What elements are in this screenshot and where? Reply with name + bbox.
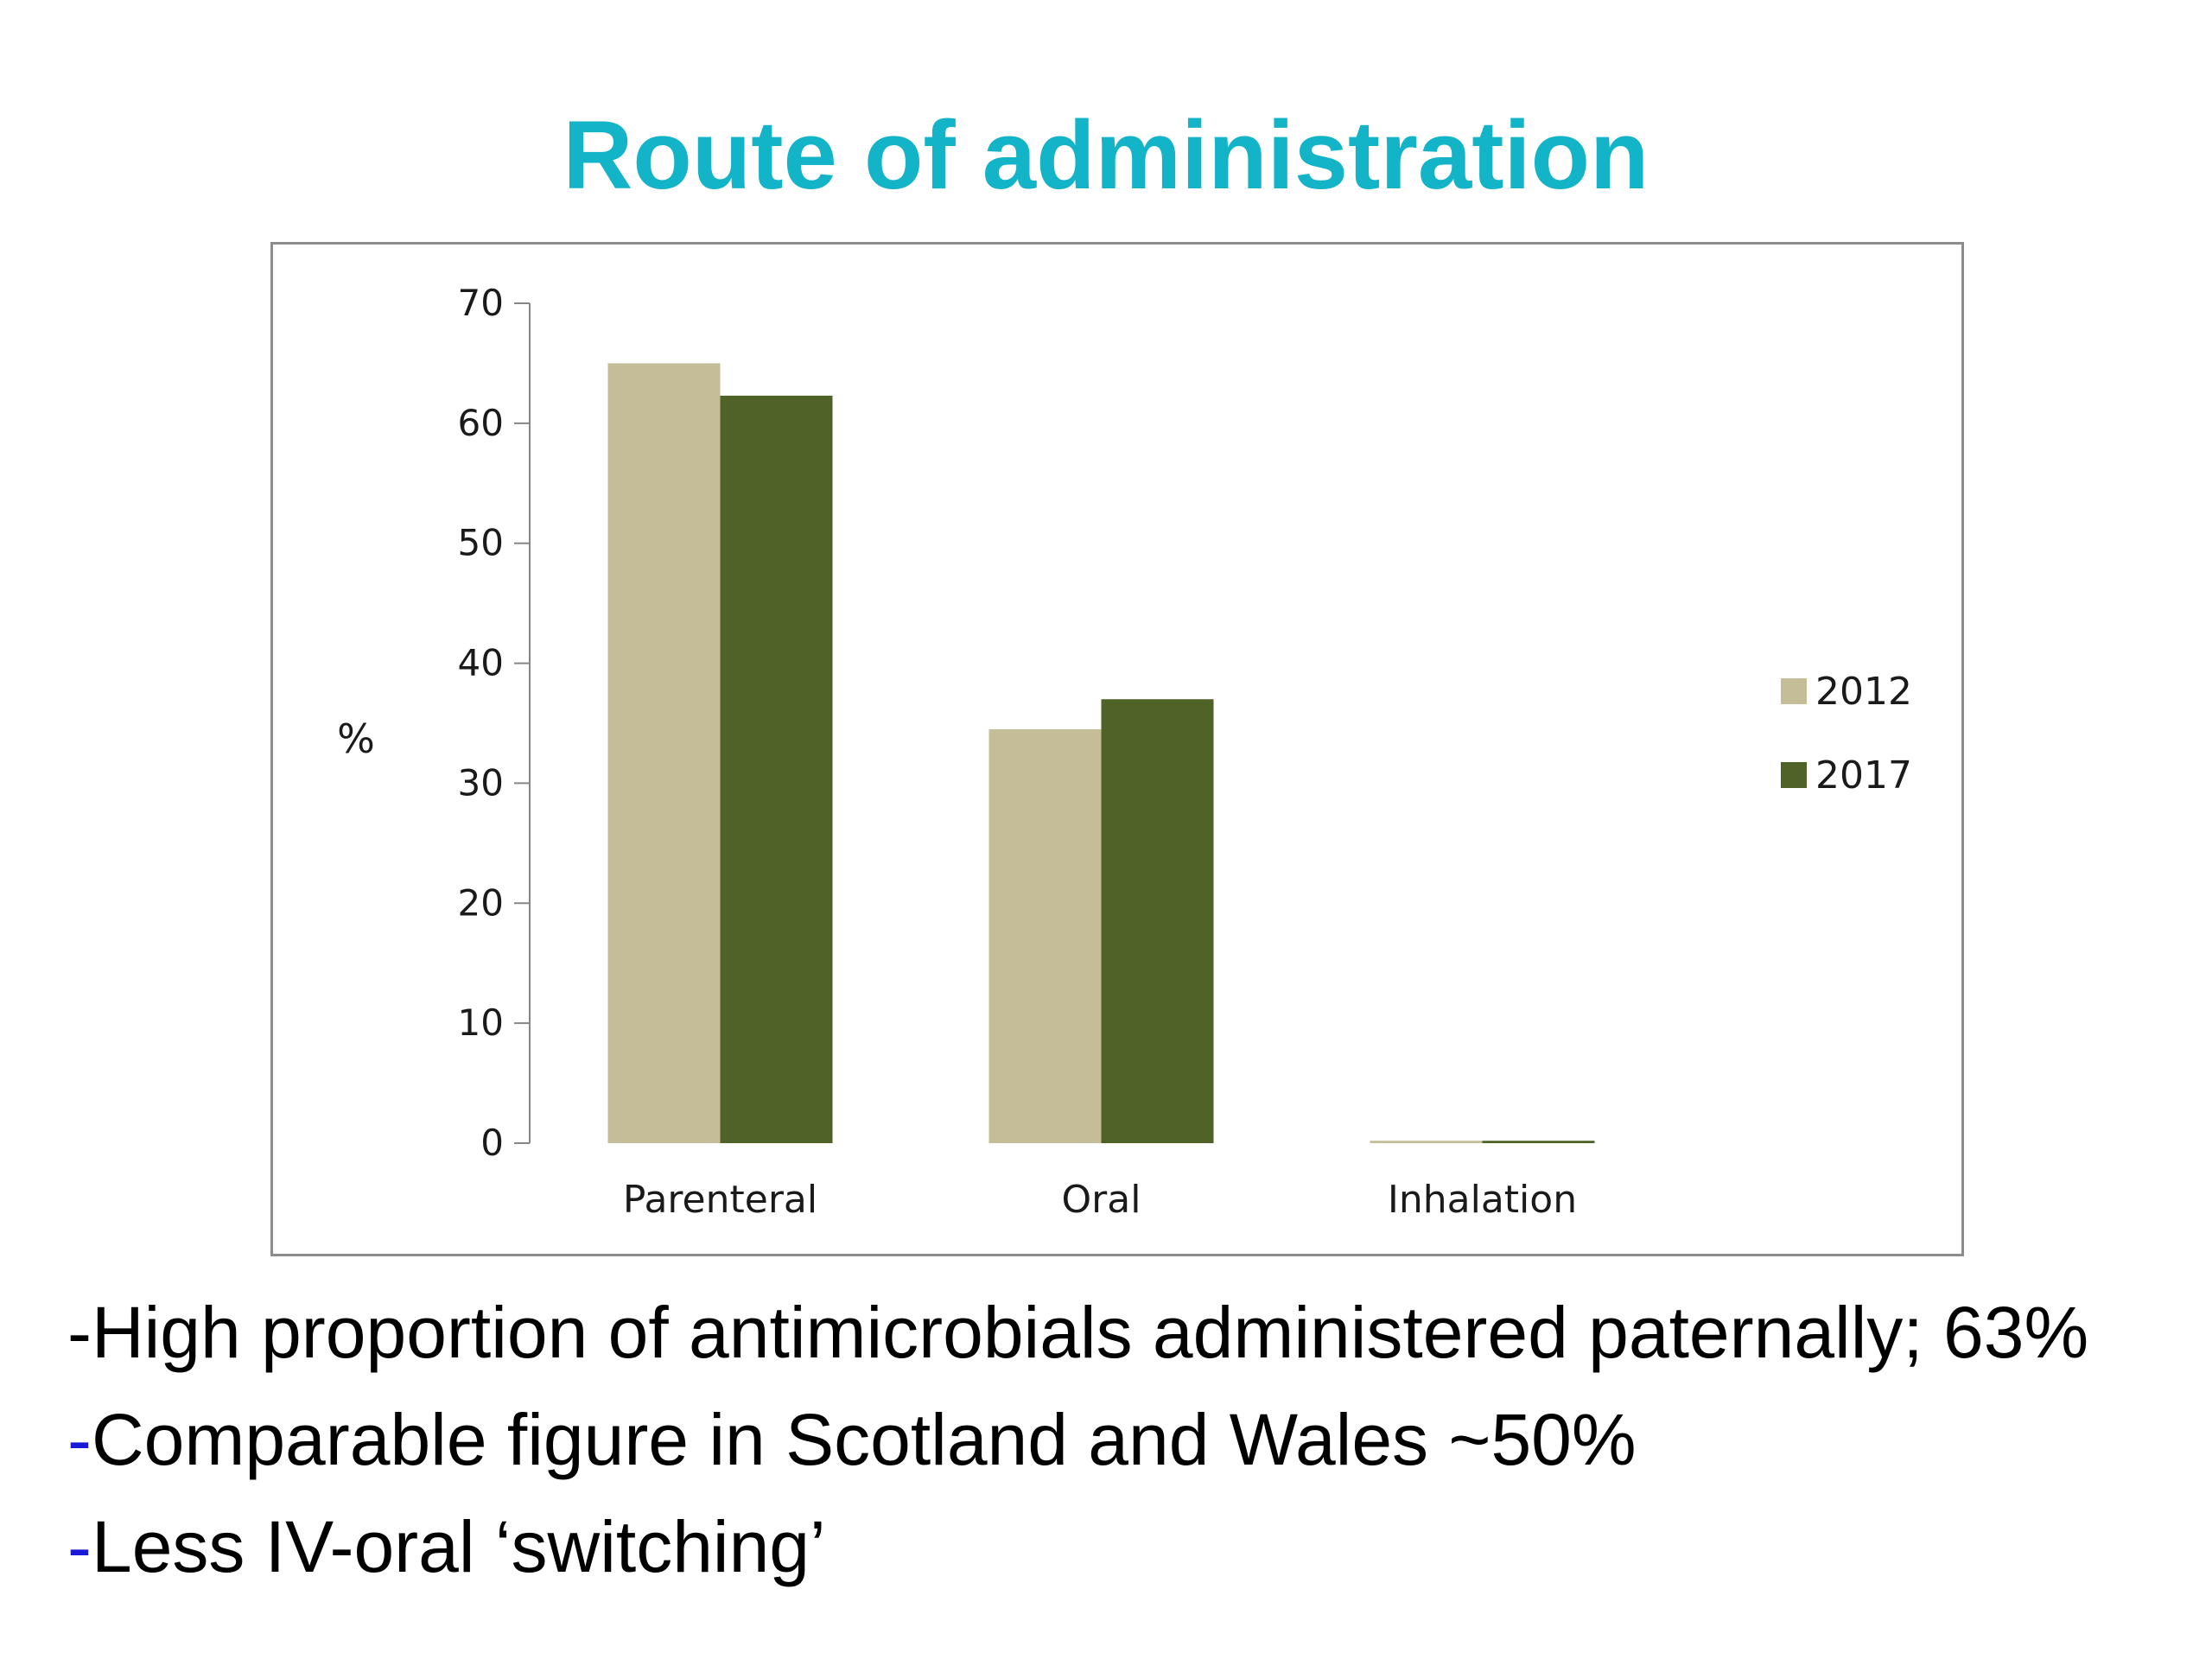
y-tick-label: 70 [458, 282, 504, 324]
x-category-label: Parenteral [623, 1178, 817, 1222]
x-category-label: Oral [1062, 1178, 1141, 1222]
bullet-item: -Comparable figure in Scotland and Wales… [67, 1386, 2193, 1493]
y-tick-label: 10 [458, 1001, 504, 1044]
bar-parenteral-2017 [720, 395, 833, 1143]
y-tick-label: 60 [458, 402, 504, 444]
bar-oral-2012 [988, 728, 1102, 1143]
legend-label-2012: 2012 [1815, 670, 1912, 714]
bullet-item: -High proportion of antimicrobials admin… [67, 1279, 2193, 1386]
bar-inhalation-2017 [1482, 1141, 1595, 1143]
bullet-list: -High proportion of antimicrobials admin… [67, 1279, 2193, 1600]
bullet-dash: - [67, 1506, 92, 1587]
legend-label-2017: 2017 [1815, 753, 1912, 798]
y-axis-label: % [337, 715, 375, 762]
slide-title: Route of administration [563, 101, 1649, 209]
y-tick-label: 0 [480, 1122, 504, 1164]
x-category-label: Inhalation [1388, 1178, 1577, 1222]
bar-oral-2017 [1101, 699, 1214, 1143]
legend-swatch-2012 [1781, 678, 1807, 704]
bullet-text: Less IV-oral ‘switching’ [91, 1506, 826, 1587]
bullet-dash: - [67, 1399, 92, 1480]
bullet-item: -Less IV-oral ‘switching’ [67, 1493, 2193, 1600]
bar-inhalation-2012 [1370, 1141, 1483, 1143]
bar-parenteral-2012 [607, 363, 721, 1143]
bullet-text: High proportion of antimicrobials admini… [91, 1292, 2089, 1373]
bullet-dash: - [67, 1292, 92, 1373]
y-tick-label: 30 [458, 761, 504, 804]
y-tick-label: 50 [458, 522, 504, 564]
bar-chart: 0 10 20 30 40 50 60 70% Parenteral Oral Inhalation… [337, 282, 1912, 1222]
y-tick-label: 20 [458, 881, 504, 924]
bullet-text: Comparable figure in Scotland and Wales … [91, 1399, 1637, 1480]
chart-frame: 0 10 20 30 40 50 60 70% Parenteral Oral Inhalation… [270, 242, 1964, 1256]
y-tick-label: 40 [458, 642, 504, 684]
legend-swatch-2017 [1781, 762, 1807, 788]
